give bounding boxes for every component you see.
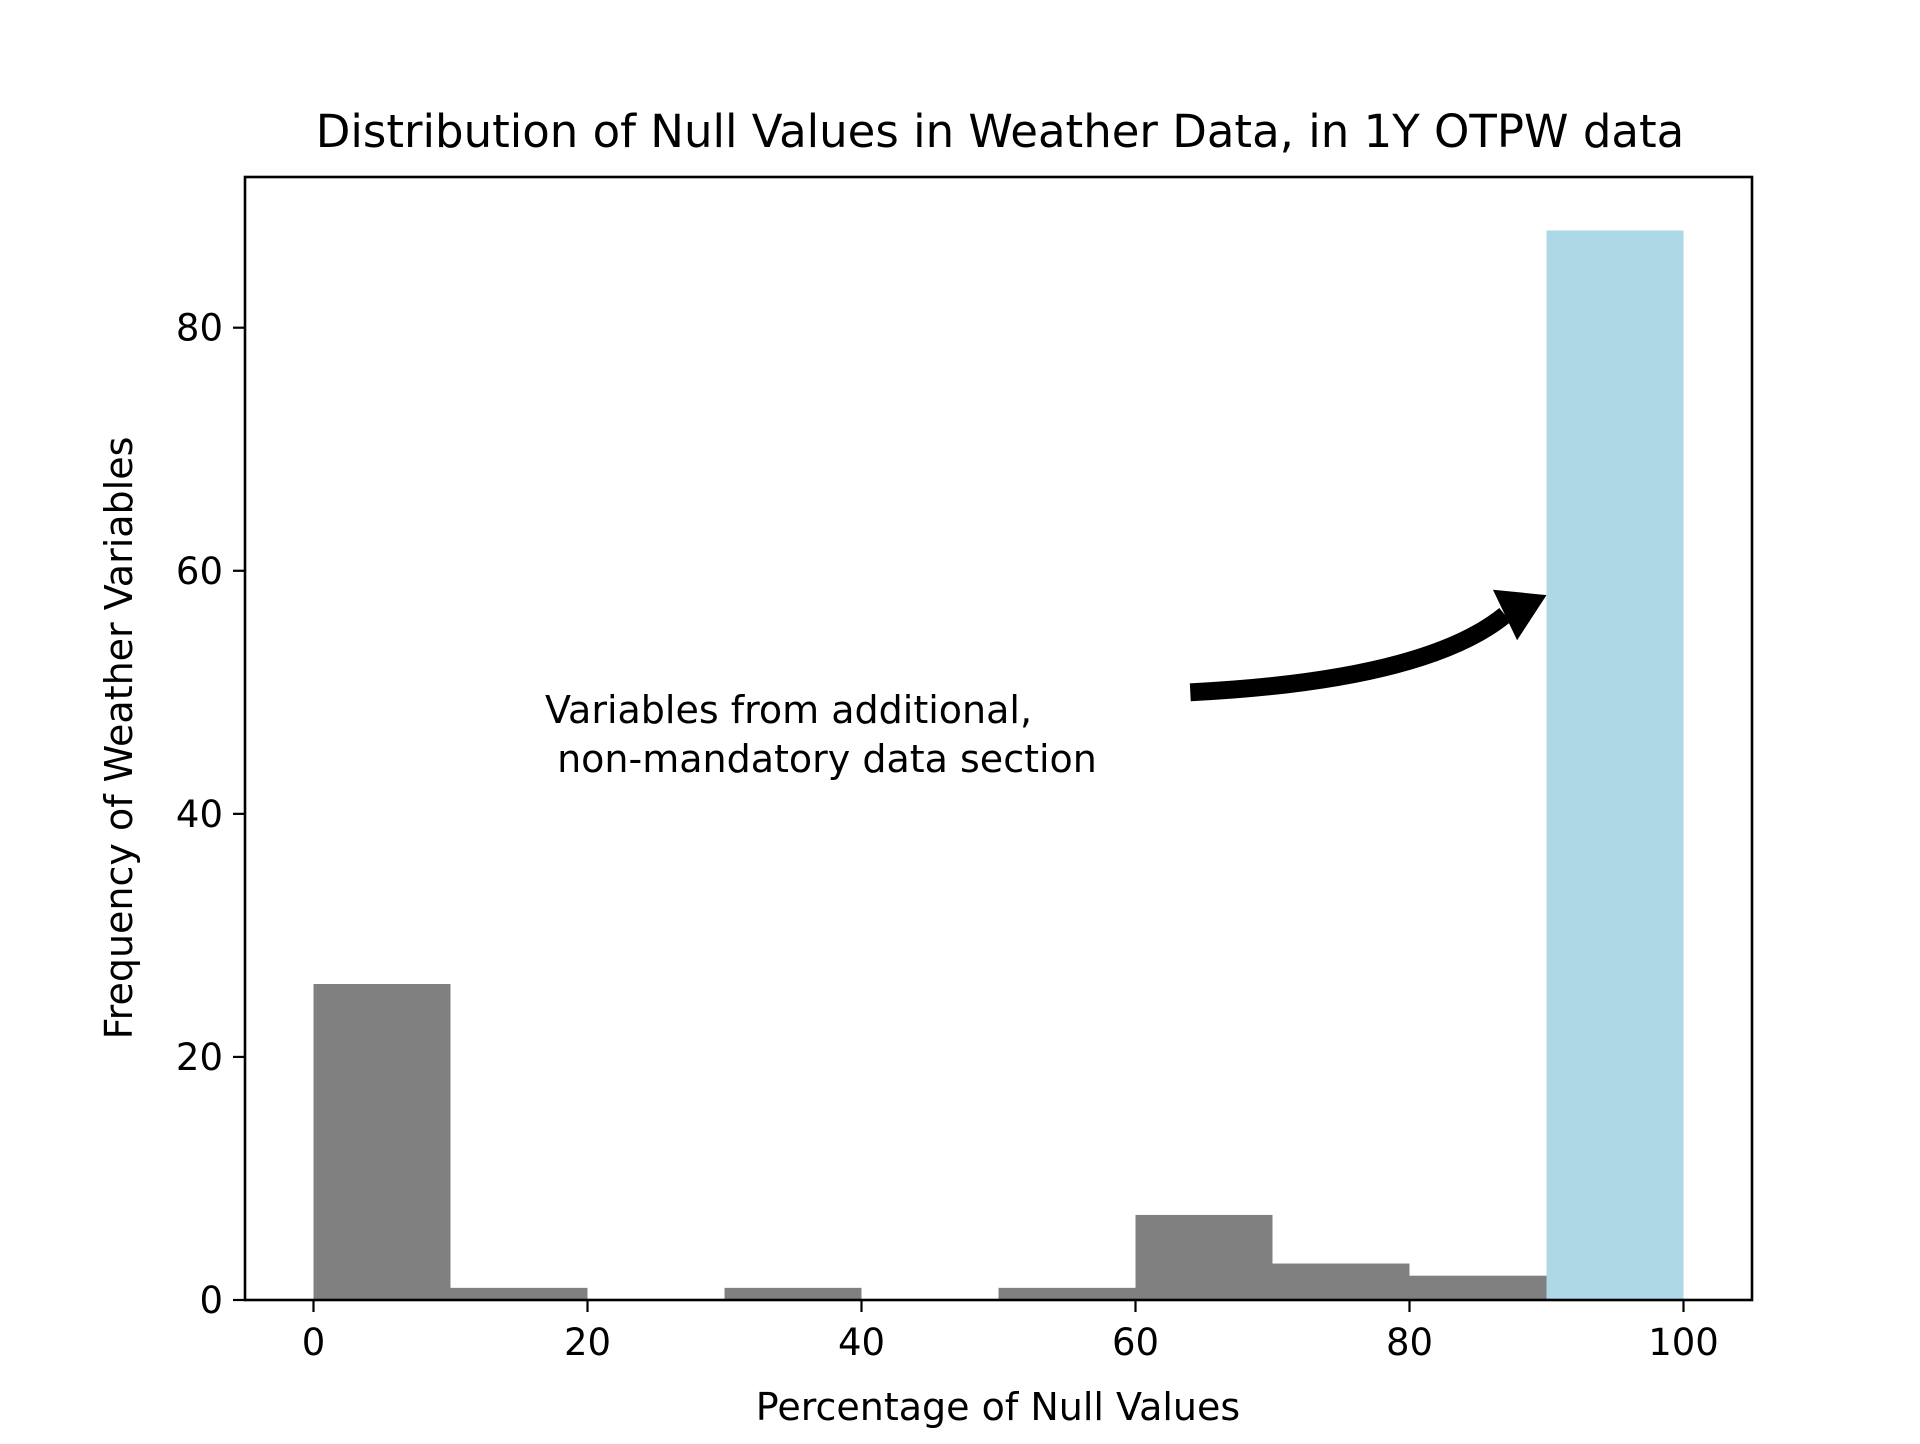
y-tick-label-4: 80 [176, 307, 223, 350]
x-axis: 0 20 40 60 80 100 [302, 1300, 1719, 1364]
annotation-line-2: non-mandatory data section [545, 737, 1097, 781]
histogram-bar-9 [1546, 230, 1684, 1300]
histogram-bar-5 [998, 1287, 1136, 1300]
annotation-arrow-shaft [1189, 607, 1511, 702]
histogram-bar-7 [1272, 1263, 1410, 1300]
histogram-bar-0 [313, 984, 451, 1300]
plot-frame [243, 175, 1754, 1302]
x-tick-label-2: 40 [838, 1321, 885, 1364]
y-axis-label: Frequency of Weather Variables [97, 437, 141, 1040]
x-tick-label-3: 60 [1112, 1321, 1159, 1364]
x-axis-label: Percentage of Null Values [756, 1385, 1240, 1429]
y-tick-label-0: 0 [199, 1279, 223, 1322]
x-tick-label-5: 100 [1648, 1321, 1719, 1364]
y-tick-label-3: 60 [176, 550, 223, 593]
annotation-line-1: Variables from additional, [545, 688, 1032, 732]
chart-title: Distribution of Null Values in Weather D… [316, 105, 1684, 158]
annotation-arrow-head [1492, 589, 1547, 641]
annotation-group [1189, 589, 1547, 702]
histogram-bar-1 [450, 1287, 588, 1300]
y-axis: 0 20 40 60 80 [176, 307, 245, 1322]
histogram-bar-6 [1135, 1214, 1273, 1300]
x-tick-label-4: 80 [1386, 1321, 1433, 1364]
x-tick-label-0: 0 [302, 1321, 326, 1364]
bars-group [313, 230, 1684, 1300]
histogram-bar-3 [724, 1287, 862, 1300]
y-tick-label-2: 40 [176, 793, 223, 836]
histogram-bar-8 [1409, 1275, 1547, 1300]
y-tick-label-1: 20 [176, 1036, 223, 1079]
x-tick-label-1: 20 [564, 1321, 611, 1364]
